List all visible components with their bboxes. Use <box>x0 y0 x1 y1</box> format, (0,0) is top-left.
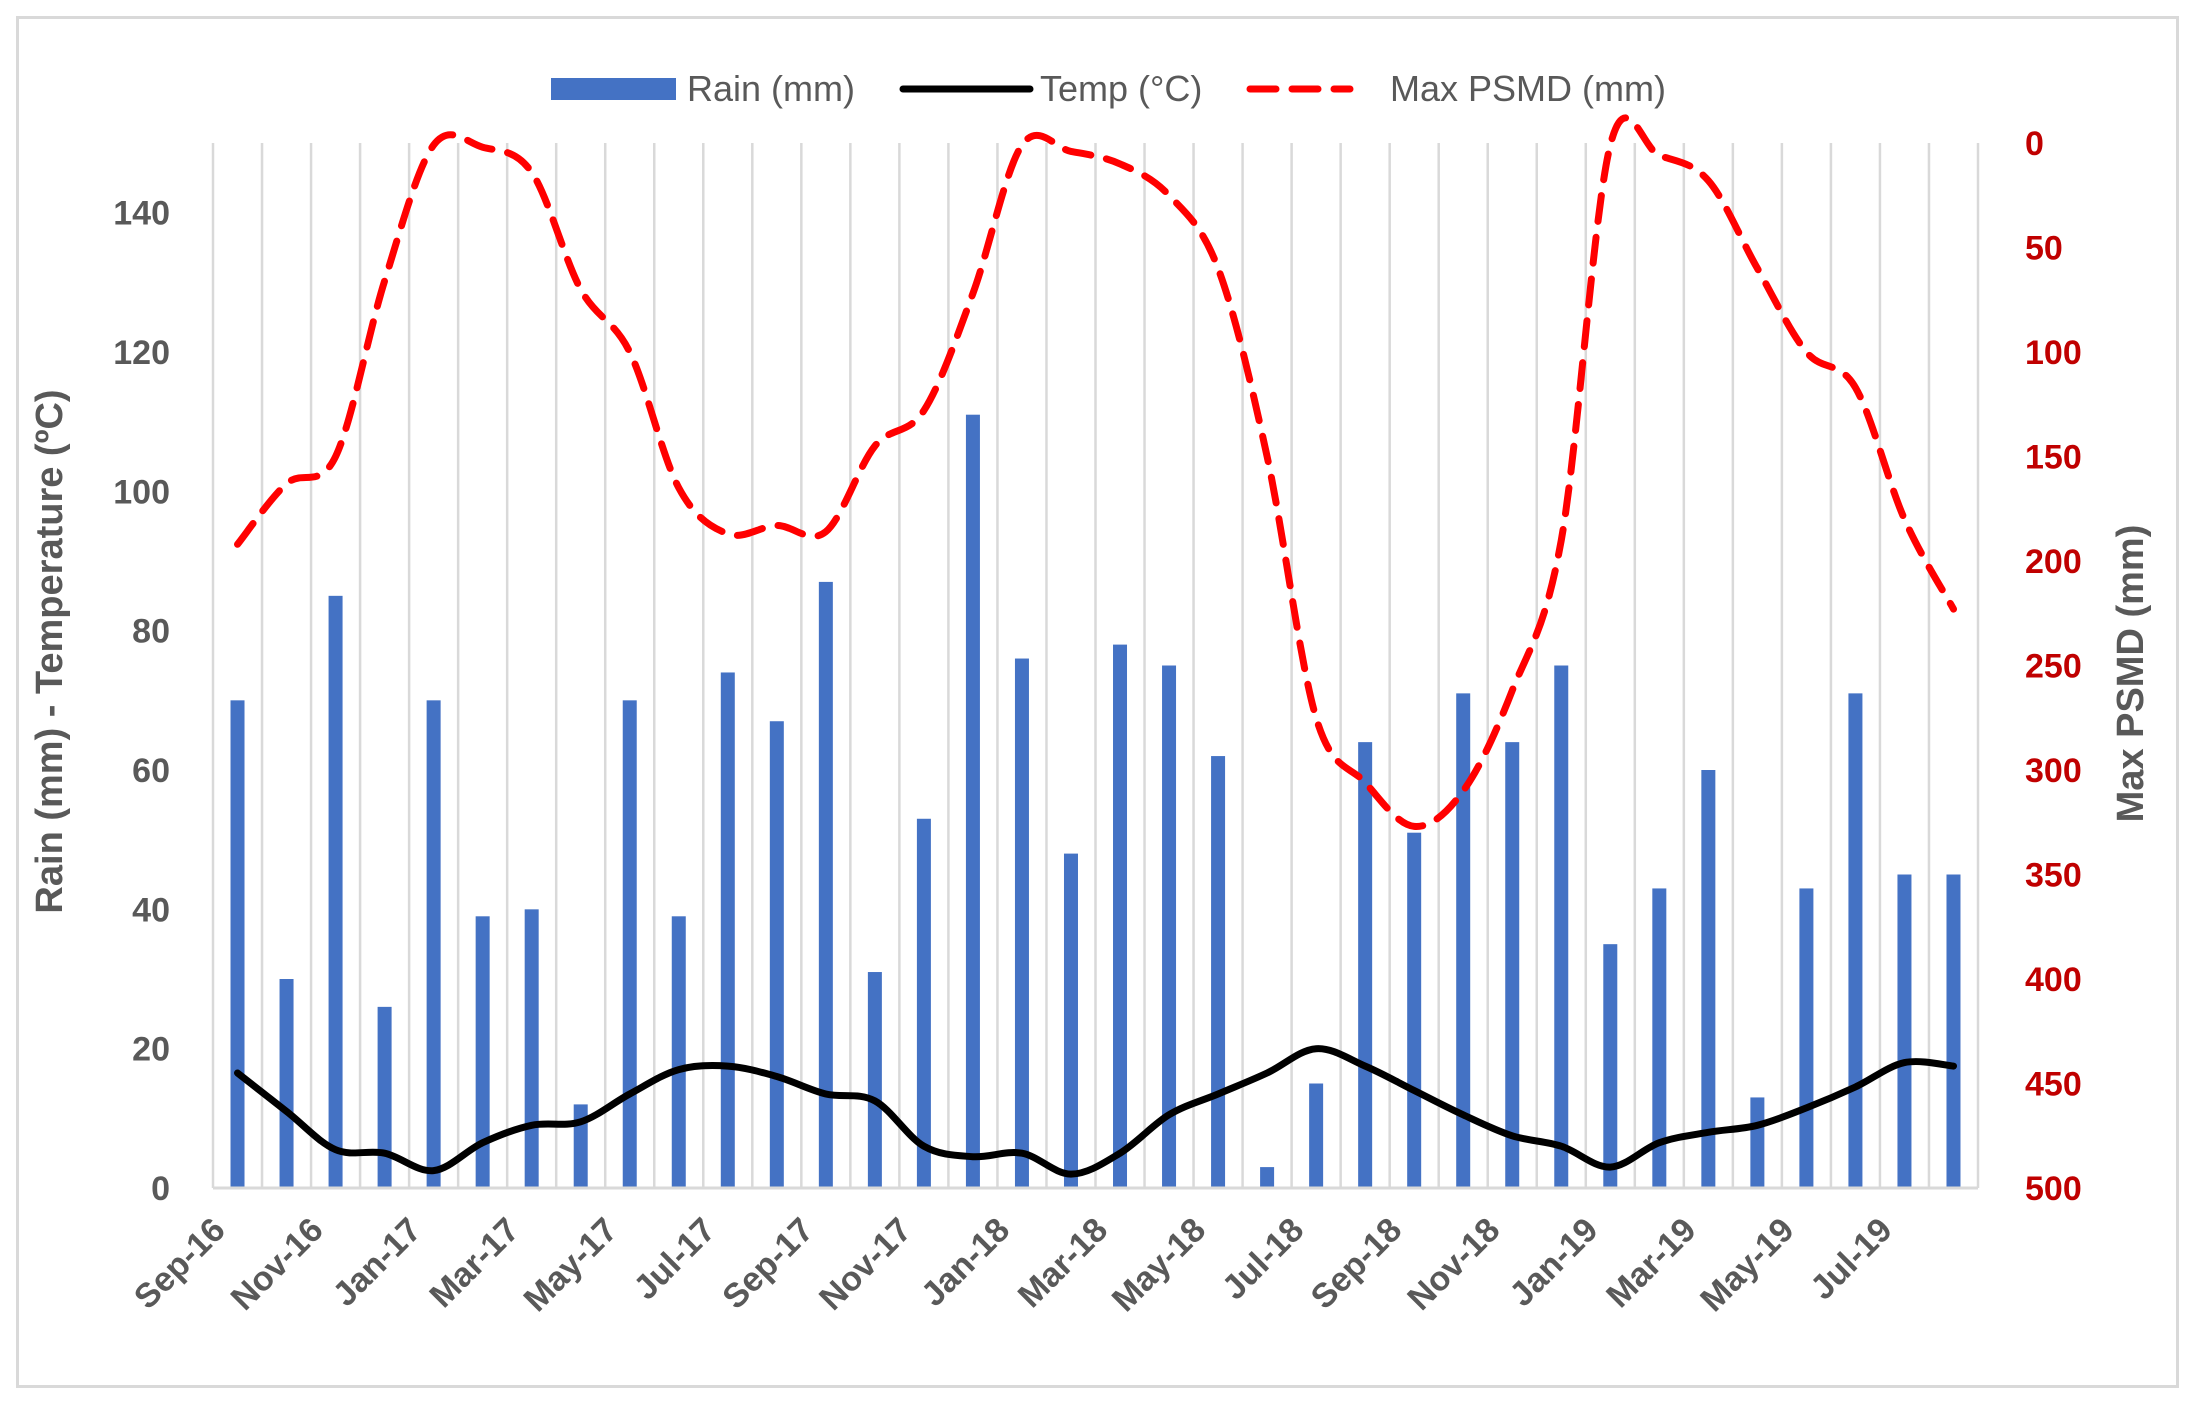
y2-tick-label: 350 <box>2025 857 2082 895</box>
x-tick-label: Jan-18 <box>914 1211 1017 1314</box>
rain-bar <box>1358 742 1373 1188</box>
y-tick-label: 20 <box>132 1031 170 1069</box>
x-tick-label: May-19 <box>1693 1211 1801 1319</box>
rain-bar <box>1014 658 1029 1188</box>
rain-bar <box>1456 693 1471 1188</box>
grid-layer <box>211 143 1980 1188</box>
y2-tick-label: 300 <box>2025 752 2082 790</box>
rain-bar <box>279 979 294 1188</box>
rain-bar <box>1652 888 1667 1188</box>
rain-bar <box>1848 693 1863 1188</box>
y2-tick-label: 200 <box>2025 543 2082 581</box>
rain-bar <box>475 916 490 1188</box>
rain-bar <box>769 721 784 1188</box>
x-tick-label: Mar-18 <box>1011 1211 1115 1315</box>
y2-tick-label: 250 <box>2025 648 2082 686</box>
y2-tick-label: 50 <box>2025 230 2063 268</box>
rain-bar <box>622 700 637 1188</box>
rain-bar <box>377 1006 392 1188</box>
rain-bar <box>1799 888 1814 1188</box>
y2-tick-label: 100 <box>2025 334 2082 372</box>
rain-bar <box>1260 1167 1275 1188</box>
rain-bar <box>671 916 686 1188</box>
rain-bar <box>1407 832 1422 1188</box>
rain-bar <box>1113 644 1128 1188</box>
rain-bar <box>916 818 931 1188</box>
x-tick-label: May-17 <box>516 1211 624 1319</box>
rain-bar <box>1897 874 1912 1188</box>
x-tick-label: Jul-17 <box>627 1211 723 1307</box>
lines-layer <box>234 114 1957 1178</box>
y2-tick-label: 0 <box>2025 125 2044 163</box>
rain-bar <box>1603 944 1618 1188</box>
rain-bar <box>1946 874 1961 1188</box>
rain-bar <box>1554 665 1569 1188</box>
x-tick-label: Sep-17 <box>715 1211 821 1317</box>
y2-axis-title: Max PSMD (mm) <box>2110 525 2152 823</box>
legend-swatch-rain <box>551 78 676 100</box>
y-tick-label: 60 <box>132 752 170 790</box>
legend-label-psmd: Max PSMD (mm) <box>1390 68 1666 109</box>
rain-bar <box>1063 853 1078 1188</box>
rain-bar <box>1750 1097 1765 1188</box>
rain-bar <box>524 909 539 1188</box>
legend: Rain (mm) Temp (°C) Max PSMD (mm) <box>551 68 1666 109</box>
rain-bar <box>867 972 882 1188</box>
x-tick-label: Mar-17 <box>422 1211 526 1315</box>
legend-label-temp: Temp (°C) <box>1040 68 1202 109</box>
temp-line <box>234 1045 1957 1178</box>
rain-bar <box>1309 1083 1324 1188</box>
y-tick-label: 40 <box>132 891 170 929</box>
x-tick-label: May-18 <box>1105 1211 1213 1319</box>
y2-tick-label: 150 <box>2025 439 2082 477</box>
y-tick-label: 80 <box>132 613 170 651</box>
rain-bar <box>965 414 980 1188</box>
y2-tick-label: 500 <box>2025 1170 2082 1208</box>
rain-bar <box>1162 665 1177 1188</box>
rain-bar <box>1211 756 1226 1188</box>
rain-bar <box>426 700 441 1188</box>
x-tick-label: Jan-19 <box>1502 1211 1605 1314</box>
axes-layer: 0 20 40 60 80 100 120 140 0 50 100 150 200 250 300 350 4… <box>29 125 2152 1319</box>
rain-bar <box>1701 770 1716 1188</box>
rain-bar <box>818 581 833 1188</box>
rain-bar <box>720 672 735 1188</box>
y-tick-label: 0 <box>151 1170 170 1208</box>
rain-bar <box>328 595 343 1188</box>
x-tick-label: Jul-19 <box>1803 1211 1899 1307</box>
x-tick-label: Mar-19 <box>1599 1211 1703 1315</box>
y-tick-label: 140 <box>113 195 170 233</box>
rain-bar <box>1505 742 1520 1188</box>
x-tick-label: Sep-18 <box>1304 1211 1410 1317</box>
x-tick-label: Jul-18 <box>1215 1211 1311 1307</box>
y2-tick-label: 400 <box>2025 961 2082 999</box>
x-tick-label: Jan-17 <box>326 1211 429 1314</box>
y-tick-label: 120 <box>113 334 170 372</box>
chart-frame <box>16 16 2179 1388</box>
rain-bar <box>230 700 245 1188</box>
legend-label-rain: Rain (mm) <box>687 68 855 109</box>
y2-tick-label: 450 <box>2025 1066 2082 1104</box>
y-tick-label: 100 <box>113 473 170 511</box>
x-tick-label: Nov-17 <box>812 1211 919 1318</box>
x-tick-label: Sep-16 <box>127 1211 233 1317</box>
rain-bars <box>230 414 1961 1188</box>
y-axis-title: Rain (mm) - Temperature (ºC) <box>29 389 71 913</box>
x-tick-label: Nov-18 <box>1400 1211 1507 1318</box>
x-tick-label: Nov-16 <box>224 1211 331 1318</box>
